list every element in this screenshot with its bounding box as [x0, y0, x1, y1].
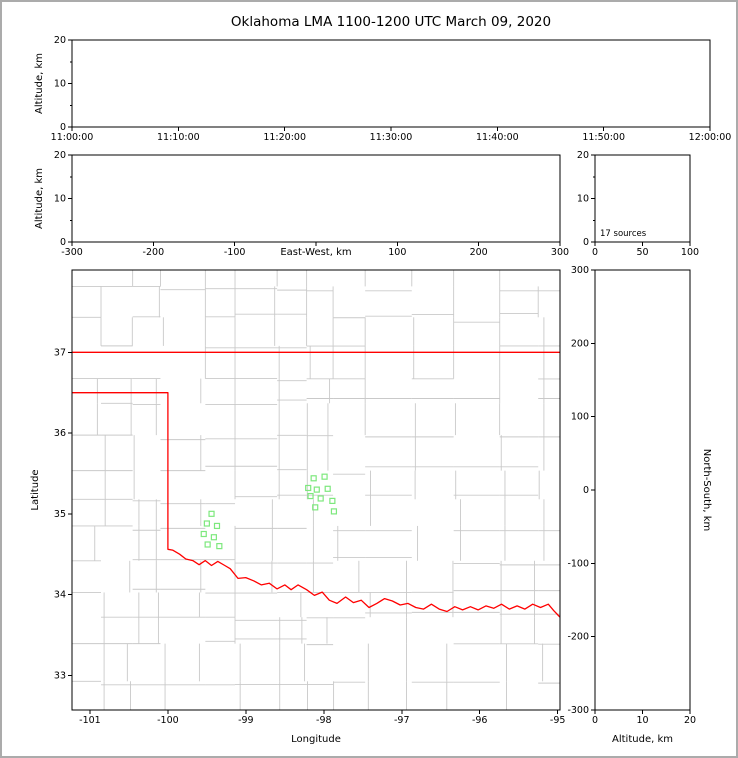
lma-source-point [307, 492, 314, 500]
y-tick-label: 36 [54, 428, 66, 439]
lma-source-point [324, 485, 331, 492]
x-tick-label: 0 [592, 715, 598, 726]
y-tick-label: 10 [577, 194, 589, 205]
x-tick-label: 10 [636, 715, 648, 726]
y-tick-label: 0 [60, 237, 66, 248]
lma-source-point [213, 522, 221, 530]
x-tick-label: -95 [550, 715, 566, 726]
lma-source-point [210, 534, 217, 541]
y-tick-label: 0 [60, 122, 66, 133]
x-tick-label: -200 [143, 247, 165, 258]
x-tick-label: -100 [157, 715, 179, 726]
north-south-height-panel [594, 269, 691, 711]
plan-view-map-panel [71, 269, 561, 711]
y-tick-label: 200 [571, 338, 589, 349]
lma-source-point [310, 475, 317, 482]
x-tick-label: 12:00:00 [689, 132, 732, 143]
lma-source-point [208, 510, 215, 517]
y-tick-label: 37 [54, 347, 66, 358]
lma-source-point [216, 543, 223, 550]
x-tick-label: 11:30:00 [370, 132, 413, 143]
oklahoma-west-south-border [72, 392, 560, 618]
x-tick-label: 11:20:00 [263, 132, 306, 143]
x-tick-label: -98 [316, 715, 332, 726]
lma-source-point [329, 497, 336, 504]
y-tick-label: -100 [567, 558, 589, 569]
lma-source-point [313, 486, 320, 493]
figure-title: Oklahoma LMA 1100-1200 UTC March 09, 202… [230, 14, 552, 30]
y-tick-label: -200 [567, 632, 589, 643]
lma-source-point [203, 520, 210, 527]
x-tick-label: -99 [238, 715, 254, 726]
x-tick-label: 11:50:00 [582, 132, 625, 143]
x-tick-label: -97 [394, 715, 410, 726]
north-south-ylabel: North-South, km [701, 449, 712, 532]
lma-source-point [312, 504, 319, 511]
x-tick-label: 0 [592, 247, 598, 258]
y-tick-label: -300 [567, 705, 589, 716]
north-south-xlabel: Altitude, km [612, 734, 673, 745]
lma-source-point [330, 508, 338, 515]
y-tick-label: 100 [571, 412, 589, 423]
x-tick-label: 50 [636, 247, 648, 258]
y-tick-label: 0 [583, 237, 589, 248]
map-xlabel: Longitude [291, 734, 341, 745]
y-tick-label: 10 [54, 79, 66, 90]
county-lines-layer [72, 270, 560, 710]
lma-source-point [317, 495, 324, 502]
x-tick-label: 11:10:00 [157, 132, 200, 143]
y-tick-label: 35 [54, 509, 66, 520]
x-tick-label: 300 [551, 247, 569, 258]
y-tick-label: 10 [54, 194, 66, 205]
sources-count-label: 17 sources [600, 229, 647, 239]
lma-source-point [321, 473, 328, 480]
x-tick-label: 20 [684, 715, 696, 726]
map-layer [72, 270, 560, 710]
x-tick-label: -96 [472, 715, 488, 726]
y-tick-label: 20 [577, 150, 589, 161]
east-west-height-panel [71, 154, 561, 243]
time-height-ylabel: Altitude, km [34, 53, 45, 114]
x-tick-label: 100 [681, 247, 699, 258]
x-tick-label: 11:40:00 [476, 132, 519, 143]
east-west-xlabel: East-West, km [280, 247, 351, 258]
x-tick-label: 100 [388, 247, 406, 258]
x-tick-label: -101 [79, 715, 101, 726]
x-tick-label: -100 [224, 247, 246, 258]
lma-source-point [204, 541, 211, 548]
x-tick-label: 200 [470, 247, 488, 258]
y-tick-label: 34 [54, 590, 66, 601]
time-height-panel [71, 39, 711, 128]
y-tick-label: 20 [54, 35, 66, 46]
map-ylabel: Latitude [30, 469, 41, 510]
lma-source-point [200, 530, 207, 538]
x-tick-label: -300 [61, 247, 83, 258]
east-west-ylabel: Altitude, km [34, 168, 45, 229]
y-tick-label: 20 [54, 150, 66, 161]
x-tick-label: 11:00:00 [51, 132, 94, 143]
y-tick-label: 33 [54, 670, 66, 681]
y-tick-label: 0 [583, 485, 589, 496]
lma-source-point [305, 484, 312, 492]
y-tick-label: 300 [571, 265, 589, 276]
